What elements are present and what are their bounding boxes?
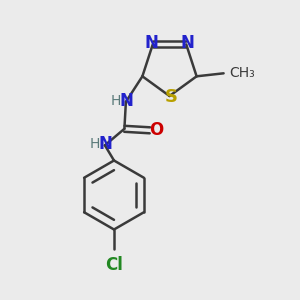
Text: CH₃: CH₃ xyxy=(229,66,255,80)
Text: N: N xyxy=(181,34,195,52)
Text: N: N xyxy=(99,135,112,153)
Text: O: O xyxy=(149,121,164,139)
Text: H: H xyxy=(111,94,121,108)
Text: H: H xyxy=(90,137,100,152)
Text: N: N xyxy=(144,34,158,52)
Text: Cl: Cl xyxy=(105,256,123,274)
Text: S: S xyxy=(164,88,178,106)
Text: N: N xyxy=(120,92,134,110)
